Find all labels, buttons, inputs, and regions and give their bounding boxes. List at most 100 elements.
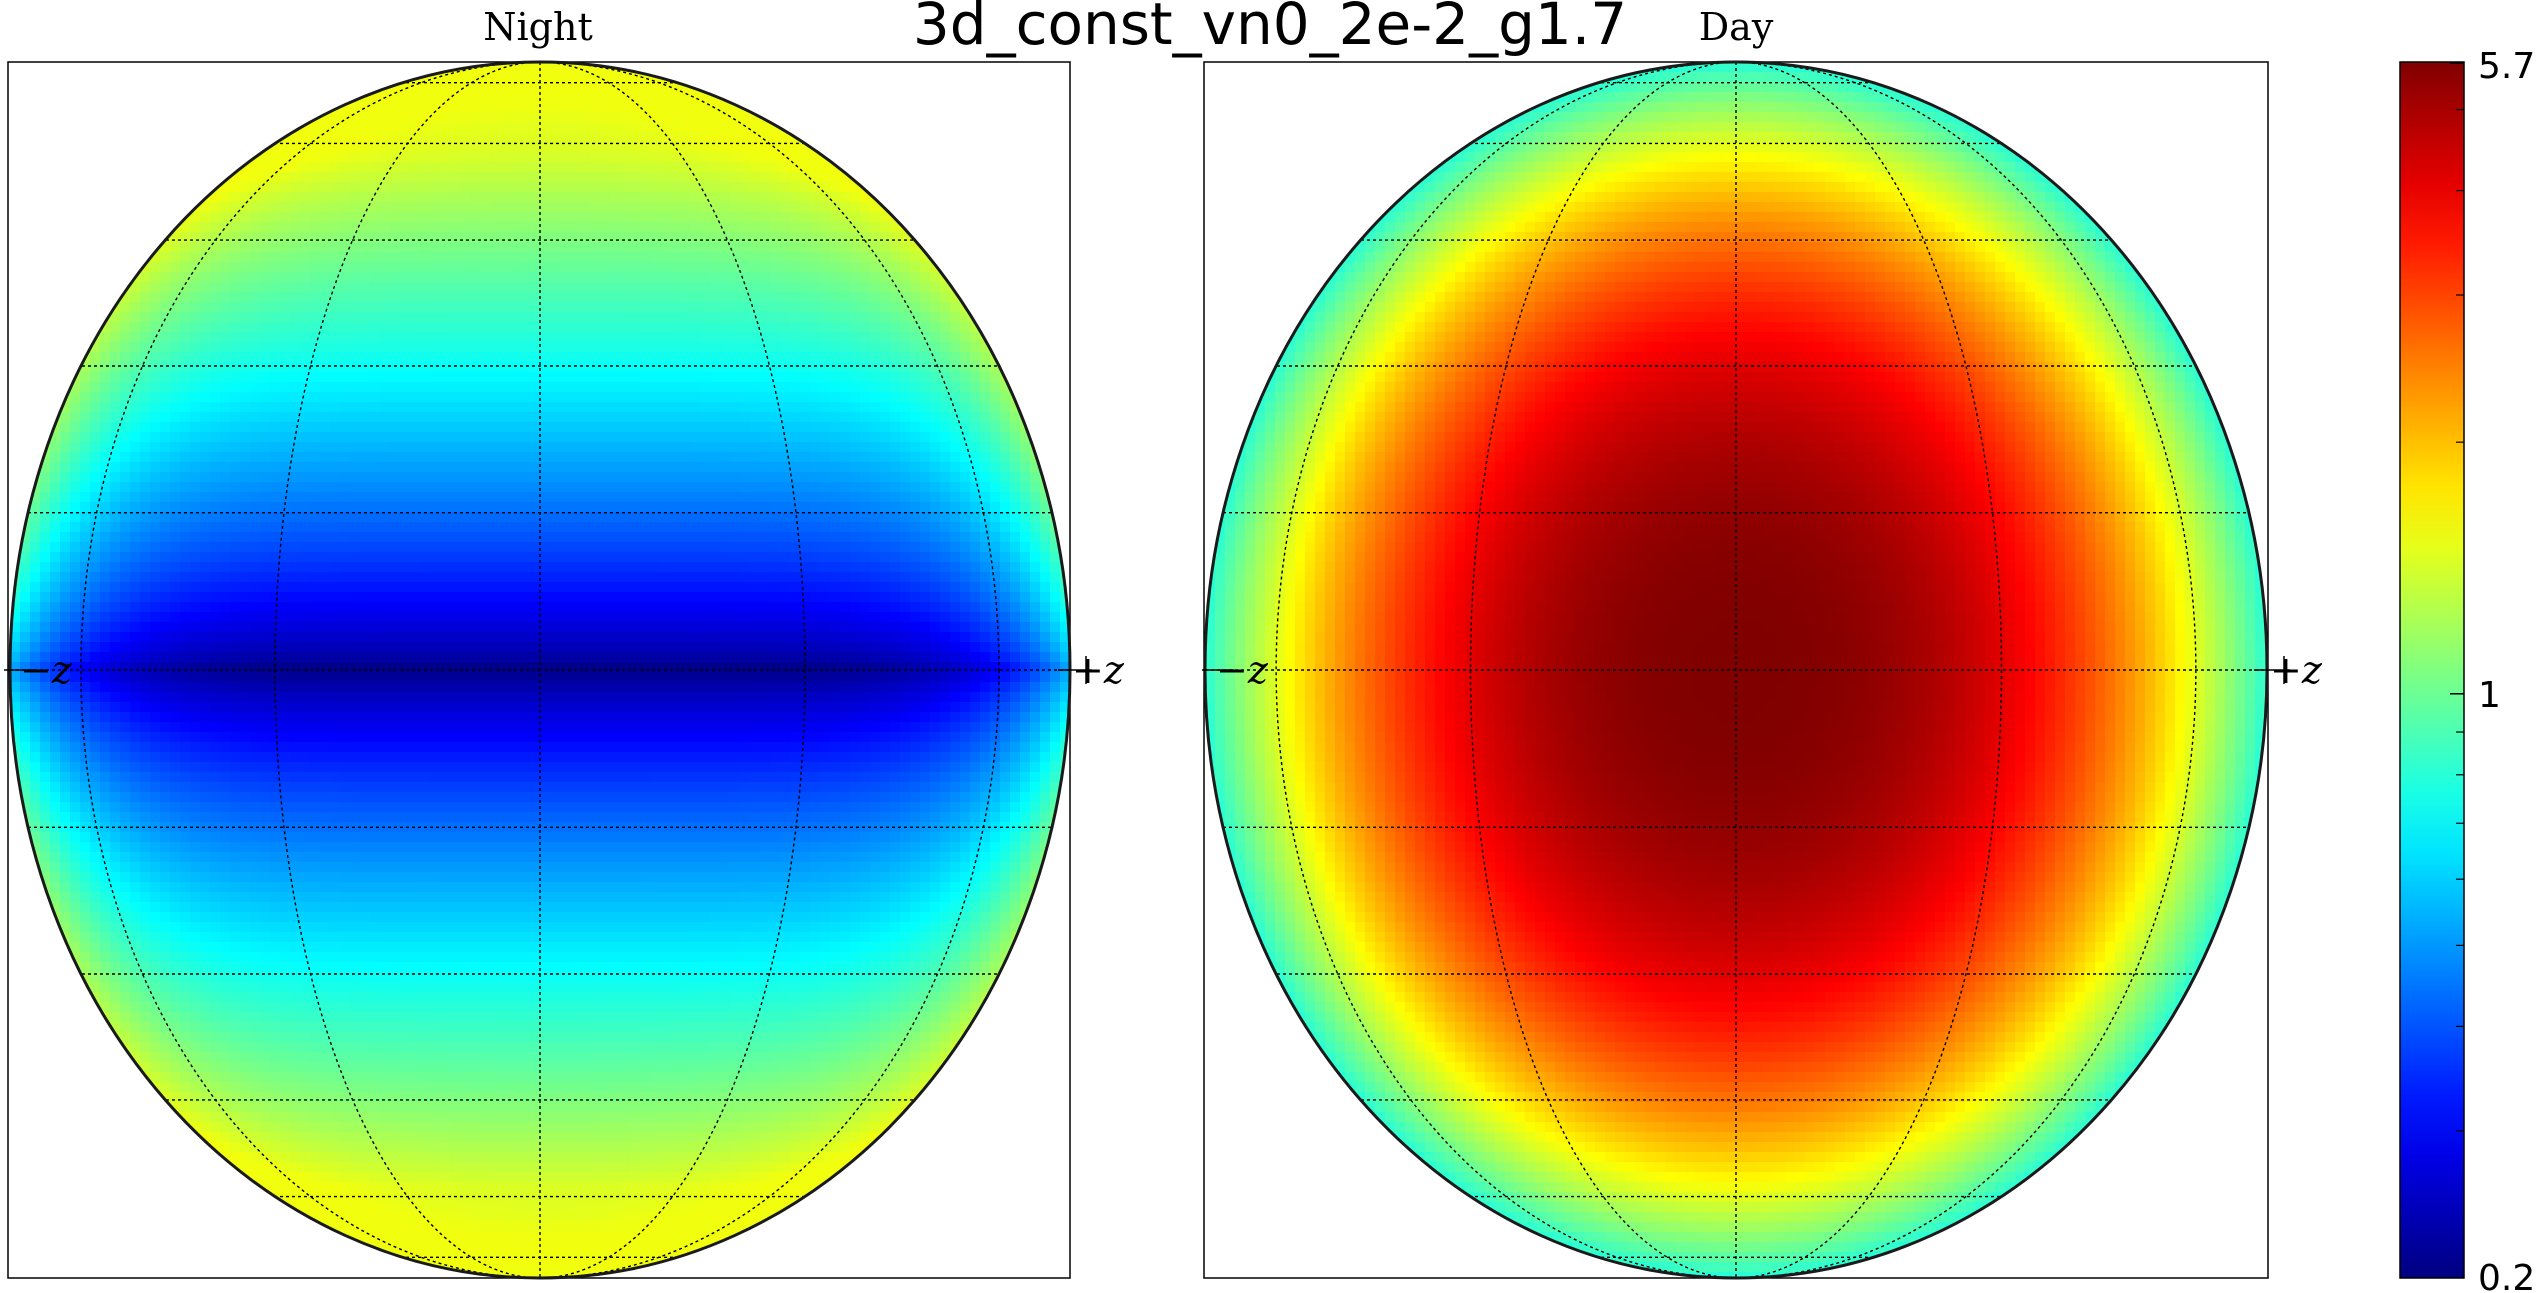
night-heat-cell	[520, 172, 531, 183]
night-heat-cell	[640, 202, 651, 213]
night-heat-cell	[670, 592, 681, 603]
night-heat-cell	[550, 432, 561, 443]
night-heat-cell	[300, 242, 311, 253]
night-heat-cell	[280, 522, 291, 533]
night-heat-cell	[250, 422, 261, 433]
night-heat-cell	[470, 582, 481, 593]
night-heat-cell	[750, 362, 761, 373]
night-heat-cell	[350, 492, 361, 503]
night-heat-cell	[590, 552, 601, 563]
night-heat-cell	[400, 342, 411, 353]
night-heat-cell	[330, 92, 341, 103]
night-heat-cell	[770, 222, 781, 233]
night-heat-cell	[40, 492, 51, 503]
night-heat-cell	[790, 542, 801, 553]
night-heat-cell	[600, 382, 611, 393]
night-heat-cell	[850, 412, 861, 423]
night-heat-cell	[360, 482, 371, 493]
night-heat-cell	[350, 142, 361, 153]
night-heat-cell	[360, 342, 371, 353]
night-heat-cell	[740, 492, 751, 503]
night-heat-cell	[610, 402, 621, 413]
night-heat-cell	[170, 342, 181, 353]
night-heat-cell	[490, 372, 501, 383]
night-heat-cell	[740, 392, 751, 403]
night-heat-cell	[1020, 482, 1031, 493]
night-heat-cell	[380, 102, 391, 113]
night-heat-cell	[290, 442, 301, 453]
night-heat-cell	[350, 132, 361, 143]
night-heat-cell	[470, 382, 481, 393]
night-heat-cell	[430, 472, 441, 483]
night-heat-cell	[980, 562, 991, 573]
night-heat-cell	[710, 82, 721, 93]
night-heat-cell	[430, 582, 441, 593]
night-heat-cell	[720, 112, 731, 123]
night-heat-cell	[710, 342, 721, 353]
night-heat-cell	[230, 462, 241, 473]
night-heat-cell	[580, 342, 591, 353]
night-heat-cell	[740, 452, 751, 463]
night-heat-cell	[490, 102, 501, 113]
night-heat-cell	[1010, 412, 1021, 423]
night-heat-cell	[480, 572, 491, 583]
night-heat-cell	[140, 552, 151, 563]
night-heat-cell	[560, 222, 571, 233]
night-heat-cell	[930, 402, 941, 413]
night-heat-cell	[850, 442, 861, 453]
night-heat-cell	[770, 512, 781, 523]
night-heat-cell	[120, 372, 131, 383]
night-heat-cell	[150, 252, 161, 263]
night-heat-cell	[50, 502, 61, 513]
night-heat-cell	[120, 302, 131, 313]
night-heat-cell	[780, 442, 791, 453]
night-heat-cell	[350, 362, 361, 373]
night-heat-cell	[440, 622, 451, 633]
night-heat-cell	[280, 412, 291, 423]
night-heat-cell	[590, 492, 601, 503]
night-heat-cell	[530, 382, 541, 393]
night-heat-cell	[340, 122, 351, 133]
night-heat-cell	[660, 592, 671, 603]
night-heat-cell	[480, 592, 491, 603]
night-heat-cell	[820, 502, 831, 513]
night-heat-cell	[650, 482, 661, 493]
night-heat-cell	[710, 302, 721, 313]
night-heat-cell	[290, 412, 301, 423]
night-heat-cell	[970, 352, 981, 363]
night-heat-cell	[720, 222, 731, 233]
night-heat-cell	[770, 372, 781, 383]
night-heat-cell	[100, 372, 111, 383]
night-heat-cell	[730, 182, 741, 193]
night-heat-cell	[360, 612, 371, 623]
night-heat-cell	[950, 592, 961, 603]
night-heat-cell	[930, 362, 941, 373]
night-heat-cell	[490, 392, 501, 403]
night-heat-cell	[450, 362, 461, 373]
night-heat-cell	[360, 72, 371, 83]
night-heat-cell	[180, 262, 191, 273]
night-heat-cell	[960, 542, 971, 553]
night-heat-cell	[70, 562, 81, 573]
night-heat-cell	[1060, 602, 1070, 613]
night-heat-cell	[970, 342, 981, 353]
night-heat-cell	[630, 422, 641, 433]
night-heat-cell	[470, 552, 481, 563]
night-heat-cell	[680, 592, 691, 603]
night-heat-cell	[120, 562, 131, 573]
night-heat-cell	[460, 362, 471, 373]
night-heat-cell	[620, 582, 631, 593]
night-heat-cell	[190, 322, 201, 333]
night-heat-cell	[340, 612, 351, 623]
night-heat-cell	[450, 372, 461, 383]
night-heat-cell	[440, 262, 451, 273]
night-heat-cell	[440, 482, 451, 493]
night-heat-cell	[230, 622, 241, 633]
night-heat-cell	[740, 172, 751, 183]
night-heat-cell	[640, 172, 651, 183]
night-heat-cell	[750, 92, 761, 103]
night-heat-cell	[350, 402, 361, 413]
night-heat-cell	[200, 332, 211, 343]
night-heat-cell	[240, 412, 251, 423]
night-heat-cell	[750, 592, 761, 603]
